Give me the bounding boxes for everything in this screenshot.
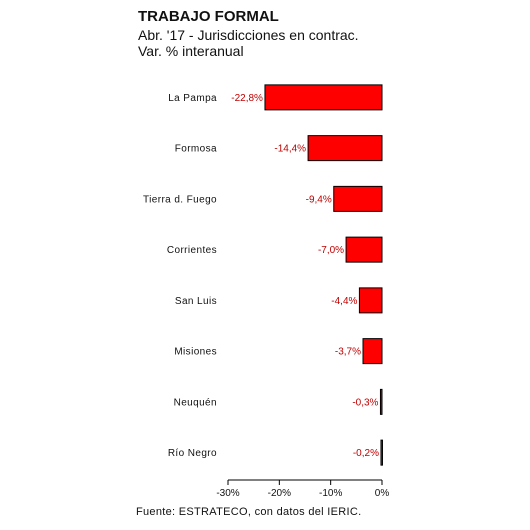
category-label: Formosa <box>175 144 217 155</box>
chart-title: TRABAJO FORMAL <box>138 8 279 25</box>
bar <box>379 388 383 415</box>
bar <box>307 135 383 162</box>
data-label: -22,8% <box>231 93 263 104</box>
bar <box>333 185 383 212</box>
chart-subtitle: Abr. '17 - Jurisdicciones en contrac. <box>138 27 359 43</box>
category-label: Tierra d. Fuego <box>143 194 217 205</box>
x-tick-label: -10% <box>319 488 342 499</box>
category-label: San Luis <box>175 296 217 307</box>
bar <box>358 287 383 314</box>
data-label: -0,3% <box>352 397 378 408</box>
x-tick-label: -20% <box>268 488 291 499</box>
chart-subtitle-units: Var. % interanual <box>138 43 244 59</box>
data-label: -0,2% <box>353 448 379 459</box>
x-tick-label: 0% <box>375 488 390 499</box>
data-label: -4,4% <box>331 296 357 307</box>
data-label: -7,0% <box>318 245 344 256</box>
data-label: -14,4% <box>274 144 306 155</box>
x-tick-label: -30% <box>216 488 239 499</box>
category-label: Río Negro <box>168 448 217 459</box>
bar <box>264 84 383 111</box>
data-label: -9,4% <box>306 194 332 205</box>
bar <box>345 236 383 263</box>
category-label: Neuquén <box>174 397 217 408</box>
category-label: La Pampa <box>168 93 217 104</box>
category-label: Misiones <box>174 347 217 358</box>
bar <box>380 439 383 466</box>
category-label: Corrientes <box>167 245 217 256</box>
source-note: Fuente: ESTRATECO, con datos del IERIC. <box>136 506 362 518</box>
data-label: -3,7% <box>335 347 361 358</box>
bar <box>362 338 383 365</box>
